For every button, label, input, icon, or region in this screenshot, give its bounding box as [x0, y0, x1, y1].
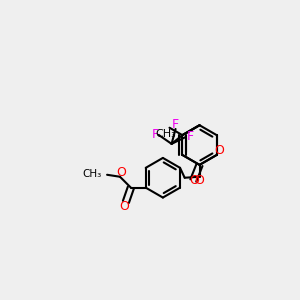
Text: F: F [186, 130, 194, 143]
Text: F: F [152, 128, 159, 141]
Text: O: O [119, 200, 129, 213]
Text: O: O [215, 143, 225, 157]
Text: O: O [190, 174, 200, 187]
Text: O: O [116, 166, 126, 179]
Text: F: F [172, 118, 179, 130]
Text: CH₃: CH₃ [155, 129, 176, 139]
Text: O: O [194, 174, 204, 187]
Text: CH₃: CH₃ [82, 169, 101, 179]
